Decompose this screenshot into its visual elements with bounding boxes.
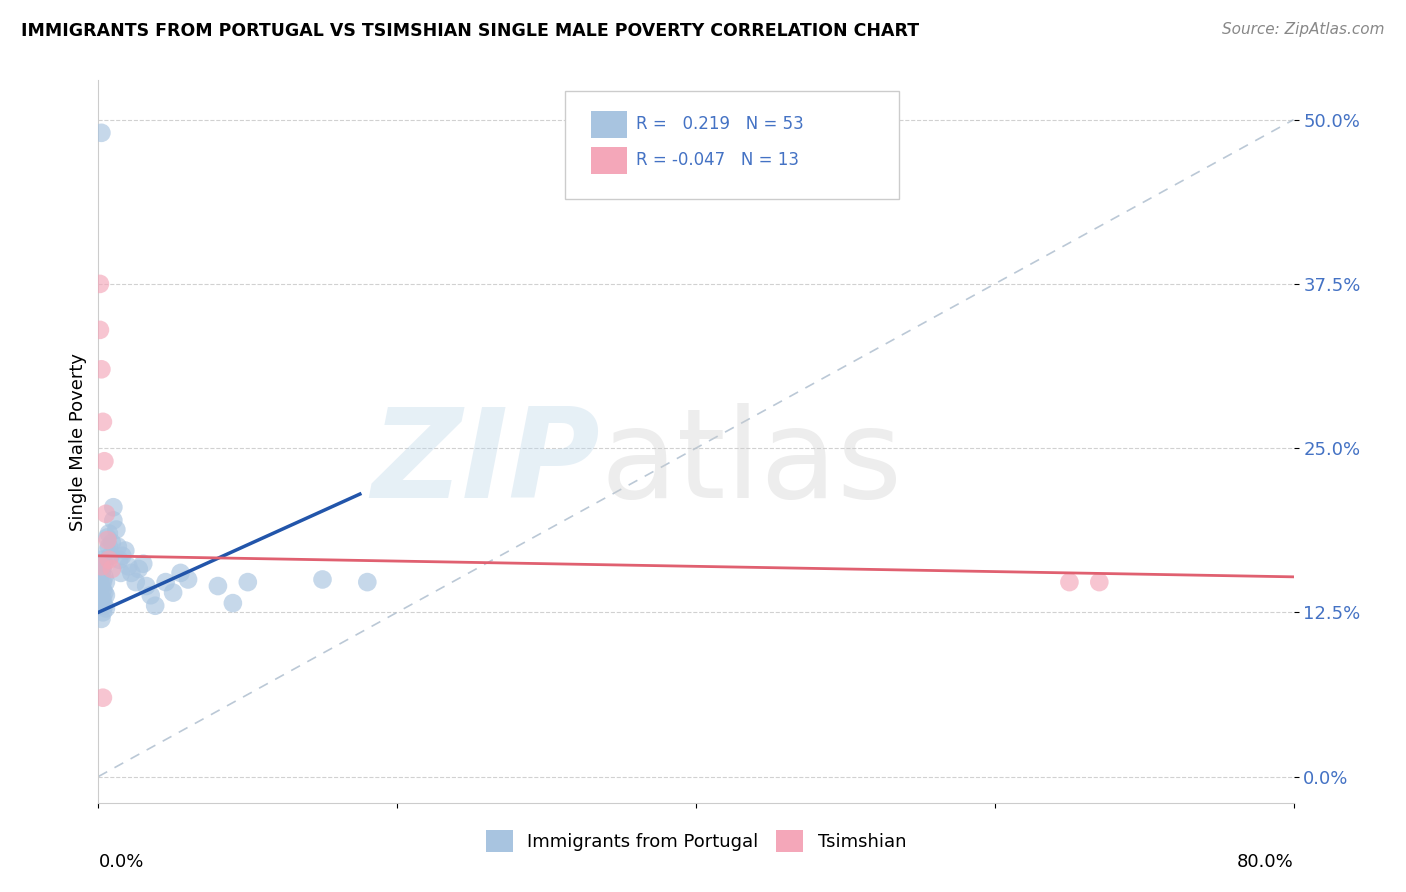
Point — [96, 531, 118, 545]
Point — [90, 612, 112, 626]
Text: R =   0.219   N = 53: R = 0.219 N = 53 — [637, 115, 804, 133]
Point — [97, 553, 120, 567]
Point — [93, 599, 115, 613]
Point — [89, 599, 111, 613]
Point — [91, 582, 114, 597]
Point — [93, 570, 115, 584]
Point — [89, 559, 111, 574]
Text: 80.0%: 80.0% — [1237, 854, 1294, 871]
Point — [114, 543, 136, 558]
Point — [103, 500, 125, 515]
Point — [94, 588, 117, 602]
FancyBboxPatch shape — [565, 91, 900, 200]
Point — [91, 605, 114, 619]
Point — [89, 323, 111, 337]
Point — [132, 557, 155, 571]
Point — [155, 575, 177, 590]
Point — [222, 596, 245, 610]
Point — [143, 599, 166, 613]
Point — [108, 553, 131, 567]
Point — [1088, 575, 1111, 590]
Y-axis label: Single Male Poverty: Single Male Poverty — [69, 352, 87, 531]
Point — [89, 277, 111, 291]
Bar — [591, 111, 627, 138]
Point — [135, 579, 157, 593]
Point — [91, 592, 114, 607]
Point — [1059, 575, 1081, 590]
Point — [93, 454, 115, 468]
Point — [91, 415, 114, 429]
Bar — [591, 147, 627, 174]
Point — [90, 126, 112, 140]
Point — [91, 690, 114, 705]
Legend: Immigrants from Portugal, Tsimshian: Immigrants from Portugal, Tsimshian — [478, 822, 914, 859]
Point — [236, 575, 259, 590]
Text: R = -0.047   N = 13: R = -0.047 N = 13 — [637, 152, 799, 169]
Text: atlas: atlas — [600, 402, 903, 524]
Point — [105, 523, 128, 537]
Point — [89, 585, 111, 599]
Point — [117, 559, 139, 574]
Text: 0.0%: 0.0% — [98, 854, 143, 871]
Point — [91, 562, 114, 576]
Point — [110, 566, 132, 580]
Point — [97, 540, 120, 554]
Point — [111, 549, 134, 563]
Point — [356, 575, 378, 590]
Point — [98, 549, 122, 563]
Point — [90, 362, 112, 376]
Point — [94, 601, 117, 615]
Text: Source: ZipAtlas.com: Source: ZipAtlas.com — [1222, 22, 1385, 37]
Point — [93, 585, 115, 599]
Point — [125, 575, 148, 590]
Point — [90, 553, 112, 567]
Text: IMMIGRANTS FROM PORTUGAL VS TSIMSHIAN SINGLE MALE POVERTY CORRELATION CHART: IMMIGRANTS FROM PORTUGAL VS TSIMSHIAN SI… — [21, 22, 920, 40]
Point — [101, 535, 124, 549]
Point — [94, 575, 117, 590]
Point — [90, 566, 112, 580]
Point — [139, 588, 162, 602]
Point — [90, 579, 112, 593]
Point — [91, 575, 114, 590]
Point — [89, 573, 111, 587]
Point — [311, 573, 333, 587]
Point — [169, 566, 191, 580]
Point — [107, 540, 129, 554]
Point — [120, 566, 142, 580]
Text: ZIP: ZIP — [371, 402, 600, 524]
Point — [177, 573, 200, 587]
Point — [96, 533, 118, 547]
Point — [96, 543, 118, 558]
Point — [97, 526, 120, 541]
Point — [103, 513, 125, 527]
Point — [128, 562, 150, 576]
Point — [207, 579, 229, 593]
Point — [93, 557, 115, 571]
Point — [90, 592, 112, 607]
Point — [101, 562, 124, 576]
Point — [90, 559, 112, 574]
Point — [162, 585, 184, 599]
Point — [94, 507, 117, 521]
